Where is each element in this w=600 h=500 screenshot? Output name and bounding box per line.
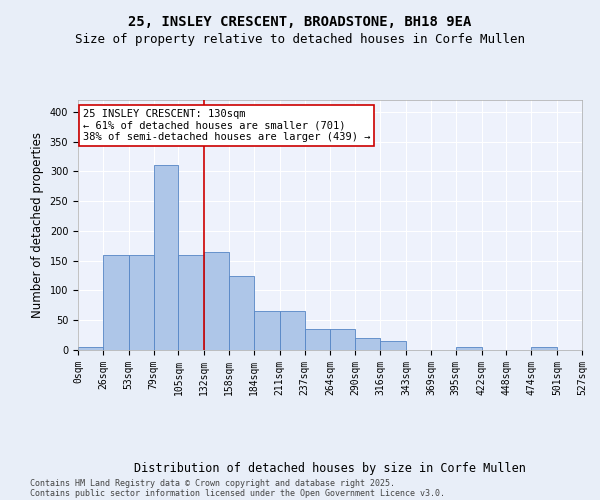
- Bar: [280, 312, 305, 350]
- Bar: [355, 338, 380, 350]
- Text: Distribution of detached houses by size in Corfe Mullen: Distribution of detached houses by size …: [134, 462, 526, 475]
- Bar: [380, 341, 406, 350]
- Bar: [229, 276, 254, 350]
- Bar: [254, 312, 280, 350]
- Bar: [456, 347, 482, 350]
- Y-axis label: Number of detached properties: Number of detached properties: [31, 132, 44, 318]
- Text: Contains public sector information licensed under the Open Government Licence v3: Contains public sector information licen…: [30, 488, 445, 498]
- Bar: [78, 347, 103, 350]
- Bar: [154, 166, 178, 350]
- Bar: [305, 329, 331, 350]
- Text: 25 INSLEY CRESCENT: 130sqm
← 61% of detached houses are smaller (701)
38% of sem: 25 INSLEY CRESCENT: 130sqm ← 61% of deta…: [83, 109, 370, 142]
- Bar: [178, 255, 204, 350]
- Bar: [331, 329, 355, 350]
- Text: Size of property relative to detached houses in Corfe Mullen: Size of property relative to detached ho…: [75, 32, 525, 46]
- Bar: [128, 255, 154, 350]
- Bar: [103, 255, 128, 350]
- Text: 25, INSLEY CRESCENT, BROADSTONE, BH18 9EA: 25, INSLEY CRESCENT, BROADSTONE, BH18 9E…: [128, 15, 472, 29]
- Bar: [204, 252, 229, 350]
- Text: Contains HM Land Registry data © Crown copyright and database right 2025.: Contains HM Land Registry data © Crown c…: [30, 478, 395, 488]
- Bar: [532, 347, 557, 350]
